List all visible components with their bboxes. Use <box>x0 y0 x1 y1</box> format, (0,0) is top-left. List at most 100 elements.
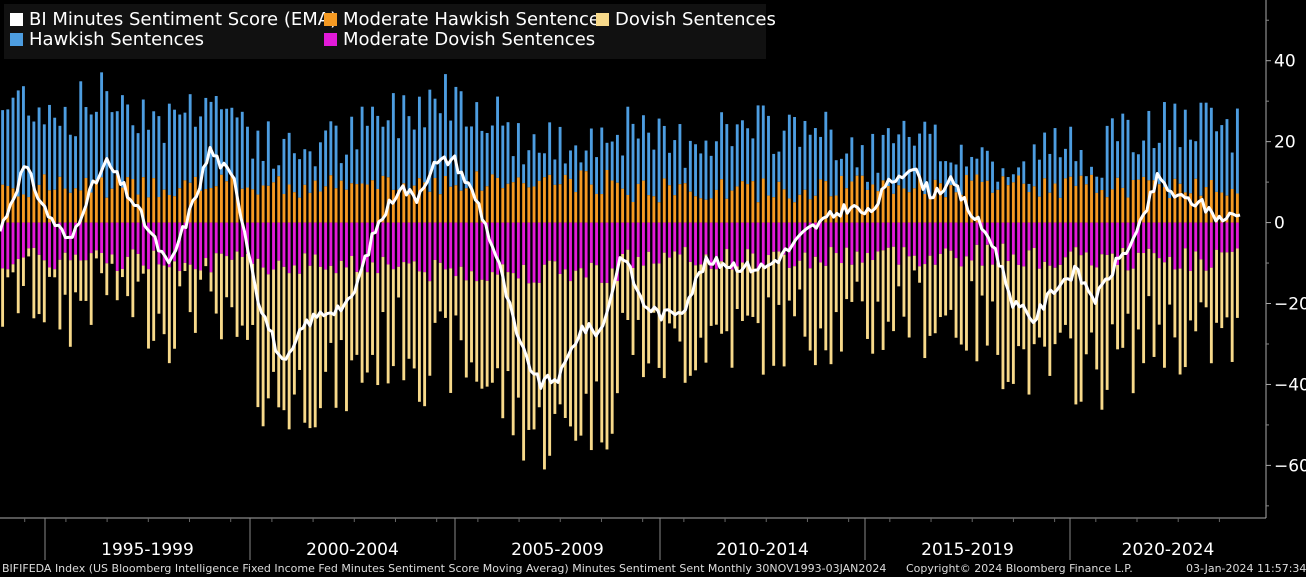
legend-label-moderate-hawkish: Moderate Hawkish Sentences <box>343 9 610 30</box>
moderate-hawkish-bar <box>6 186 10 223</box>
hawkish-bar <box>709 155 713 199</box>
dovish-bar <box>855 251 859 282</box>
dovish-bar <box>782 254 786 367</box>
moderate-hawkish-bar <box>1157 184 1161 223</box>
hawkish-bar <box>334 125 338 189</box>
moderate-hawkish-bar <box>558 184 562 223</box>
dovish-bar <box>1131 268 1135 394</box>
moderate-hawkish-bar <box>928 197 932 223</box>
dovish-bar <box>881 250 885 350</box>
moderate-hawkish-bar <box>444 176 447 223</box>
moderate-hawkish-bar <box>892 193 895 223</box>
dovish-bar <box>772 251 776 366</box>
moderate-dovish-bar <box>37 222 41 255</box>
moderate-dovish-bar <box>256 222 260 259</box>
moderate-hawkish-bar <box>89 192 93 223</box>
hawkish-bar <box>574 145 578 193</box>
moderate-dovish-bar <box>808 222 812 269</box>
moderate-hawkish-bar <box>376 188 380 223</box>
dovish-bar <box>803 252 807 337</box>
moderate-dovish-bar <box>1074 222 1078 248</box>
dovish-bar <box>1163 262 1166 368</box>
dovish-bar <box>37 254 41 315</box>
moderate-dovish-bar <box>699 222 703 265</box>
moderate-hawkish-bar <box>350 183 354 223</box>
dovish-bar <box>522 264 526 461</box>
dovish-bar <box>209 272 213 292</box>
dovish-bar <box>720 261 724 334</box>
hawkish-bar <box>1048 153 1052 193</box>
hawkish-bar <box>642 115 645 181</box>
legend-swatch-moderate-dovish <box>324 33 337 46</box>
dovish-bar <box>678 254 682 342</box>
hawkish-bar <box>381 126 385 176</box>
dovish-bar <box>798 260 802 290</box>
moderate-hawkish-bar <box>126 177 130 223</box>
hawkish-bar <box>1121 113 1125 188</box>
moderate-hawkish-bar <box>839 175 843 223</box>
moderate-dovish-bar <box>308 222 312 266</box>
moderate-dovish-bar <box>569 222 572 282</box>
dovish-bar <box>1069 251 1073 339</box>
moderate-hawkish-bar <box>1136 179 1140 223</box>
moderate-dovish-bar <box>303 222 307 254</box>
hawkish-bar <box>287 132 291 185</box>
dovish-bar <box>1230 251 1234 362</box>
hawkish-bar <box>329 121 333 176</box>
hawkish-bar <box>397 138 401 190</box>
legend-item-ema: BI Minutes Sentiment Score (EMA) <box>10 10 337 30</box>
dovish-bar <box>136 253 140 282</box>
dovish-bar <box>480 279 484 389</box>
dovish-bar <box>871 260 875 354</box>
dovish-bar <box>459 266 463 341</box>
dovish-bar <box>391 269 395 367</box>
dovish-bar <box>756 268 760 324</box>
moderate-hawkish-bar <box>1183 192 1187 223</box>
moderate-dovish-bar <box>199 222 203 271</box>
moderate-dovish-bar <box>178 222 182 271</box>
moderate-hawkish-bar <box>933 179 937 223</box>
dovish-bar <box>365 272 369 373</box>
dovish-bar <box>1090 265 1093 333</box>
moderate-dovish-bar <box>84 222 88 261</box>
moderate-dovish-bar <box>626 222 630 250</box>
hawkish-bar <box>152 111 156 179</box>
hawkish-bar <box>251 158 255 190</box>
dovish-bar <box>746 249 750 316</box>
hawkish-bar <box>803 120 807 190</box>
hawkish-bar <box>944 161 948 198</box>
moderate-dovish-bar <box>720 222 724 262</box>
moderate-dovish-bar <box>527 222 531 284</box>
moderate-dovish-bar <box>548 222 552 261</box>
moderate-dovish-bar <box>1178 222 1182 269</box>
dovish-bar <box>230 259 234 308</box>
hawkish-bar <box>1043 132 1047 179</box>
hawkish-bar <box>292 153 296 193</box>
dovish-bar <box>938 253 942 318</box>
dovish-bar <box>543 264 546 470</box>
moderate-dovish-bar <box>277 222 281 261</box>
hawkish-bar <box>58 125 62 177</box>
dovish-bar <box>1136 252 1140 330</box>
moderate-dovish-bar <box>272 222 275 270</box>
moderate-dovish-bar <box>741 222 744 263</box>
hawkish-bar <box>1168 129 1172 199</box>
hawkish-bar <box>772 153 776 198</box>
moderate-hawkish-bar <box>485 186 489 223</box>
dovish-bar <box>558 273 562 405</box>
moderate-dovish-bar <box>6 222 10 270</box>
dovish-bar <box>933 264 937 334</box>
hawkish-bar <box>272 168 275 183</box>
moderate-dovish-bar <box>1037 222 1041 269</box>
dovish-bar <box>464 280 468 378</box>
dovish-bar <box>918 266 922 283</box>
moderate-hawkish-bar <box>741 181 744 223</box>
dovish-bar <box>1058 264 1062 333</box>
hawkish-bar <box>1022 161 1026 184</box>
moderate-hawkish-bar <box>136 194 140 223</box>
dovish-bar <box>167 267 171 364</box>
moderate-hawkish-bar <box>480 190 484 223</box>
moderate-dovish-bar <box>928 222 932 256</box>
dovish-bar <box>397 266 401 298</box>
moderate-hawkish-bar <box>1011 182 1015 223</box>
